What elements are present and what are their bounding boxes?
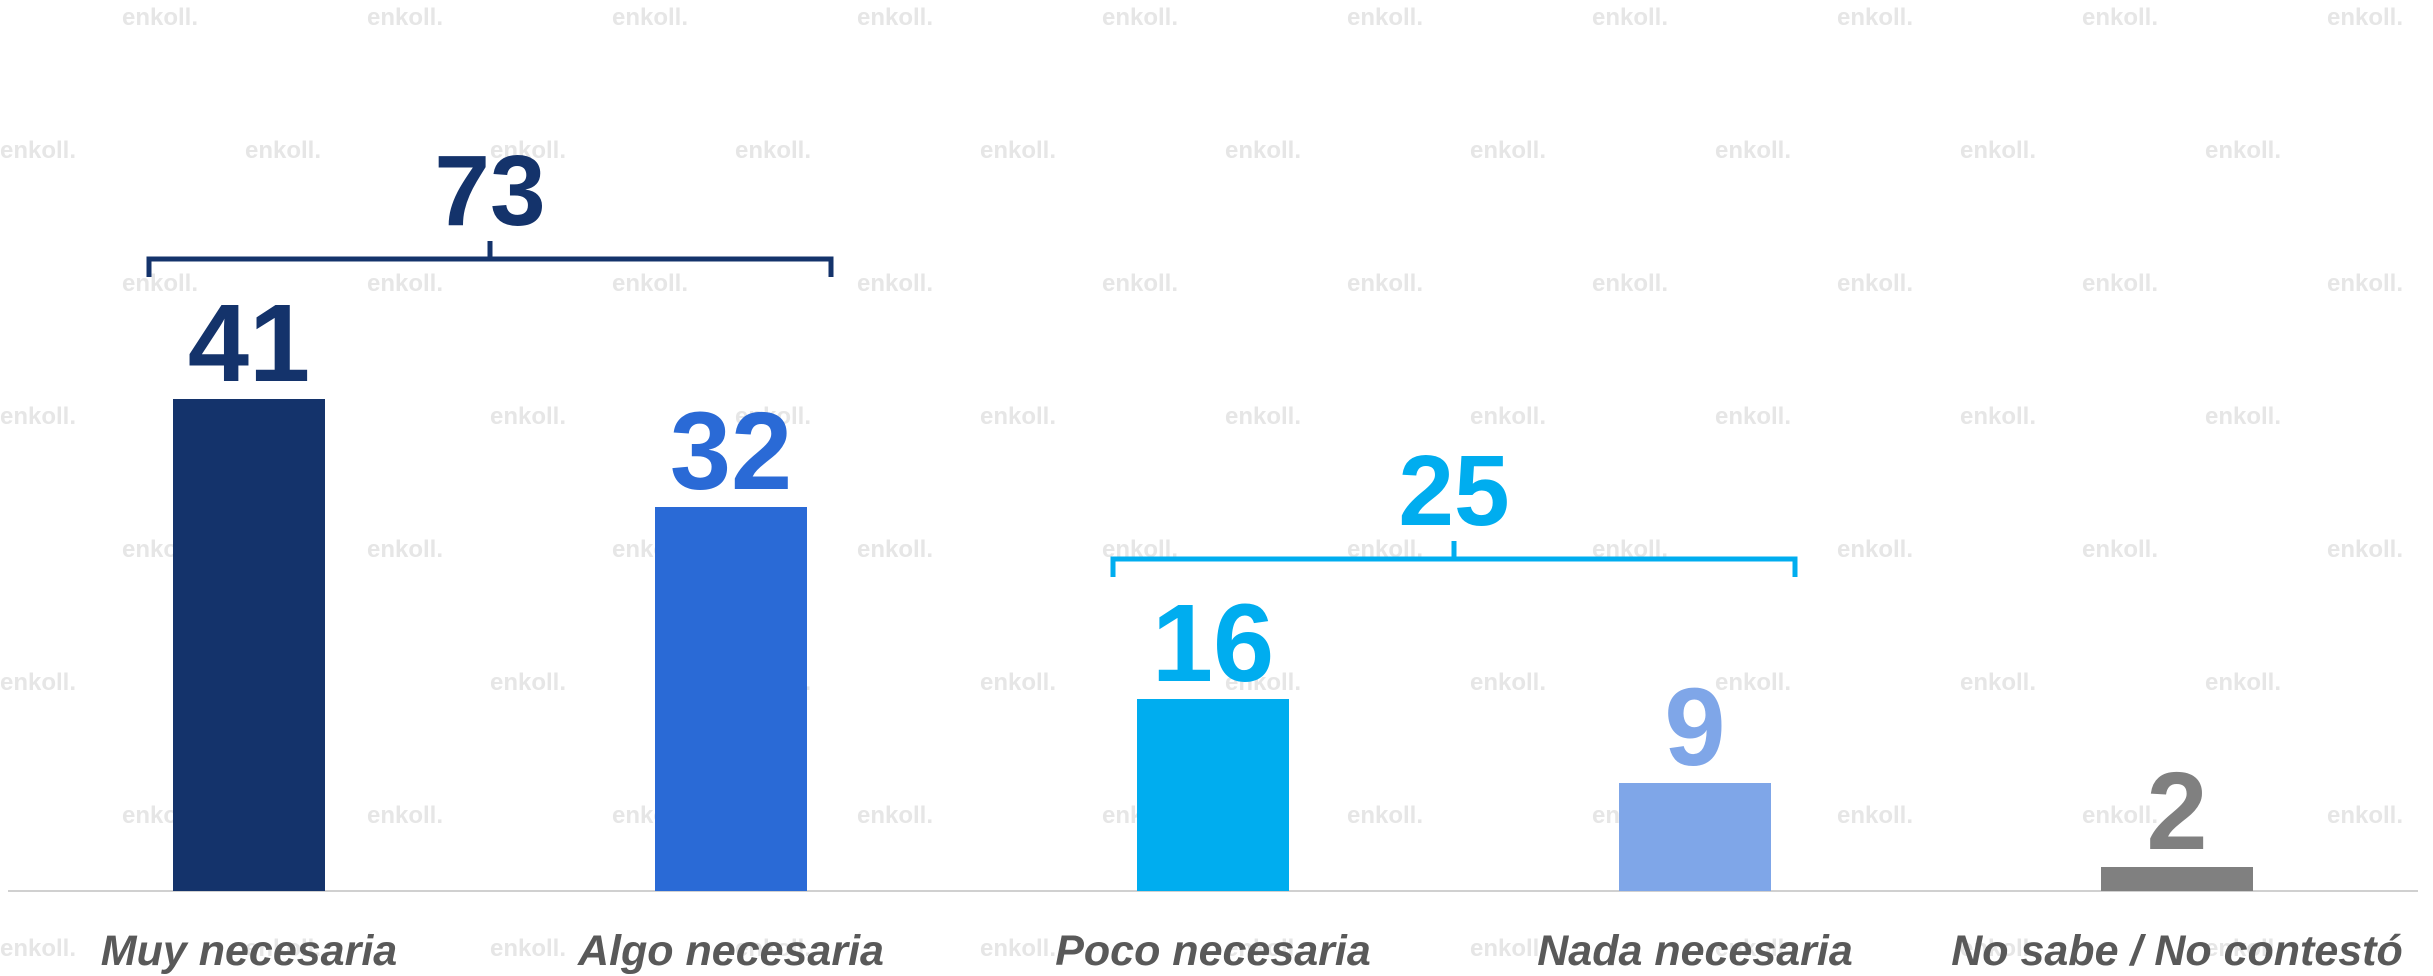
watermark-text: enkoll. <box>490 935 566 962</box>
watermark-text: enkoll. <box>122 4 198 31</box>
watermark-text: enkoll. <box>735 935 811 962</box>
watermark-text: enkoll. <box>367 4 443 31</box>
watermark-text: enkoll. <box>0 669 76 696</box>
value-label: 2 <box>2146 750 2207 873</box>
watermark-text: enkoll. <box>1960 669 2036 696</box>
watermark-text: enkoll. <box>857 270 933 297</box>
watermark-text: enkoll. <box>857 4 933 31</box>
watermark-text: enkoll. <box>857 536 933 563</box>
watermark-text: enkoll. <box>490 137 566 164</box>
watermark-text: enkoll. <box>2327 270 2403 297</box>
value-label: 32 <box>670 390 792 513</box>
bar <box>1619 783 1771 891</box>
watermark-text: enkoll. <box>490 403 566 430</box>
watermark-text: enkoll. <box>1347 270 1423 297</box>
watermark-text: enkoll. <box>490 669 566 696</box>
value-label: 41 <box>188 282 310 405</box>
watermark-text: enkoll. <box>1470 403 1546 430</box>
watermark-text: enkoll. <box>2327 536 2403 563</box>
watermark-text: enkoll. <box>2327 4 2403 31</box>
watermark-text: enkoll. <box>980 403 1056 430</box>
watermark-text: enkoll. <box>1347 4 1423 31</box>
watermark-text: enkoll. <box>1960 403 2036 430</box>
group-bracket <box>146 241 834 277</box>
watermark-text: enkoll. <box>857 802 933 829</box>
watermark-text: enkoll. <box>1592 4 1668 31</box>
watermark-text: enkoll. <box>0 403 76 430</box>
watermark-text: enkoll. <box>2327 802 2403 829</box>
watermark-text: enkoll. <box>735 137 811 164</box>
watermark-text: enkoll. <box>2205 669 2281 696</box>
watermark-text: enkoll. <box>2082 802 2158 829</box>
watermark-text: enkoll. <box>1592 270 1668 297</box>
watermark-text: enkoll. <box>612 270 688 297</box>
watermark-text: enkoll. <box>1225 137 1301 164</box>
value-label: 16 <box>1152 582 1274 705</box>
watermark-text: enkoll. <box>2082 4 2158 31</box>
watermark-text: enkoll. <box>1470 137 1546 164</box>
x-tick-label: No sabe / No contestó <box>1951 927 2403 975</box>
watermark-text: enkoll. <box>122 270 198 297</box>
watermark-text: enkoll. <box>1102 270 1178 297</box>
watermark-text: enkoll. <box>367 270 443 297</box>
bar <box>655 507 807 891</box>
watermark-text: enkoll. <box>1102 4 1178 31</box>
watermark-text: enkoll. <box>1715 935 1791 962</box>
x-tick-label: Algo necesaria <box>577 927 884 975</box>
watermark-text: enkoll. <box>980 137 1056 164</box>
bar <box>173 399 325 891</box>
watermark-text: enkoll. <box>245 137 321 164</box>
watermark-text: enkoll. <box>1960 935 2036 962</box>
watermark-text: enkoll. <box>2205 137 2281 164</box>
watermark-text: enkoll. <box>0 137 76 164</box>
watermark-text: enkoll. <box>1225 669 1301 696</box>
x-tick-label: Poco necesaria <box>1055 927 1371 975</box>
watermark-text: enkoll. <box>735 403 811 430</box>
watermark-text: enkoll. <box>980 669 1056 696</box>
watermark-text: enkoll. <box>1715 137 1791 164</box>
watermark-text: enkoll. <box>1837 270 1913 297</box>
watermark-text: enkoll. <box>1470 935 1546 962</box>
watermark-text: enkoll. <box>245 935 321 962</box>
watermark-text: enkoll. <box>0 935 76 962</box>
x-tick-label: Muy necesaria <box>101 927 397 975</box>
watermark-text: enkoll. <box>1837 4 1913 31</box>
watermark-text: enkoll. <box>2082 270 2158 297</box>
watermark-text: enkoll. <box>980 935 1056 962</box>
watermark-text: enkoll. <box>1225 403 1301 430</box>
watermark-text: enkoll. <box>1715 403 1791 430</box>
watermark-text: enkoll. <box>2205 935 2281 962</box>
watermark-text: enkoll. <box>612 4 688 31</box>
x-tick-label: Nada necesaria <box>1537 927 1853 975</box>
group-total-label: 73 <box>434 135 545 247</box>
group-total-label: 25 <box>1398 435 1509 547</box>
bar <box>1137 699 1289 891</box>
watermark-text: enkoll. <box>2082 536 2158 563</box>
watermark-text: enkoll. <box>1960 137 2036 164</box>
watermark-text: enkoll. <box>1837 802 1913 829</box>
watermark-text: enkoll. <box>1347 802 1423 829</box>
value-label: 9 <box>1664 666 1725 789</box>
watermark-text: enkoll. <box>2205 403 2281 430</box>
watermark-text: enkoll. <box>1837 536 1913 563</box>
watermark-text: enkoll. <box>367 536 443 563</box>
group-bracket <box>1110 541 1798 577</box>
watermark-text: enkoll. <box>1225 935 1301 962</box>
bar <box>2101 867 2253 891</box>
watermark-text: enkoll. <box>1715 669 1791 696</box>
watermark-text: enkoll. <box>1470 669 1546 696</box>
watermark-text: enkoll. <box>367 802 443 829</box>
